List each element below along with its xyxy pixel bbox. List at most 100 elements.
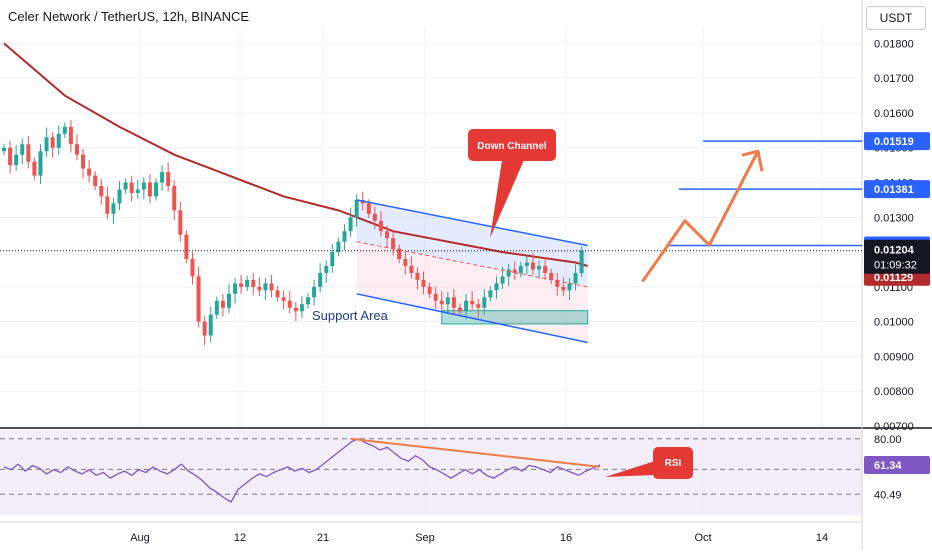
projection-arrow-path bbox=[641, 150, 760, 283]
candle-body bbox=[537, 266, 542, 270]
candle-body bbox=[366, 203, 371, 214]
candle-body bbox=[385, 231, 390, 239]
candle-body bbox=[117, 189, 122, 204]
candle-body bbox=[324, 266, 329, 273]
candle-body bbox=[415, 272, 420, 280]
rsi-divergence-line bbox=[350, 437, 600, 468]
x-tick-label: 21 bbox=[317, 532, 329, 544]
candle-body bbox=[26, 144, 31, 162]
support-area-box bbox=[441, 310, 589, 325]
y-tick-label: 0.01800 bbox=[874, 38, 914, 50]
candle-body bbox=[281, 297, 286, 301]
candle-body bbox=[445, 297, 450, 305]
candle-body bbox=[245, 279, 250, 287]
candle-body bbox=[342, 231, 347, 242]
candle-body bbox=[93, 175, 98, 186]
candle-body bbox=[251, 279, 256, 287]
candle-body bbox=[512, 269, 517, 273]
projection-arrow-head bbox=[741, 149, 764, 172]
y-tick-label: 0.01300 bbox=[874, 212, 914, 224]
candle-body bbox=[348, 217, 353, 232]
candle-body bbox=[293, 307, 298, 312]
rsi-line bbox=[3, 438, 601, 503]
candle-body bbox=[573, 272, 578, 284]
candle-body bbox=[433, 293, 438, 301]
bar-countdown-text: 01:09:32 bbox=[874, 260, 917, 272]
candle-body bbox=[226, 293, 231, 308]
chart-title: Celer Network / TetherUS, 12h, BINANCE bbox=[8, 9, 250, 24]
candle-body bbox=[488, 290, 493, 298]
candle-body bbox=[391, 238, 396, 249]
candle-body bbox=[555, 279, 560, 287]
candle-body bbox=[44, 137, 49, 152]
y-tick-label: 0.01000 bbox=[874, 317, 914, 329]
down-channel-pointer bbox=[490, 160, 524, 238]
candle-body bbox=[299, 304, 304, 312]
candle-body bbox=[378, 220, 383, 232]
price-label-text: 0.01381 bbox=[874, 184, 914, 196]
candle-body bbox=[147, 182, 152, 197]
candle-body bbox=[421, 279, 426, 287]
candle-body bbox=[397, 248, 402, 260]
candle-body bbox=[178, 210, 183, 235]
candle-body bbox=[38, 151, 43, 176]
rsi-tick-label: 40.49 bbox=[874, 489, 902, 501]
candle-body bbox=[257, 286, 262, 291]
candle-body bbox=[190, 259, 195, 277]
candle-body bbox=[239, 283, 244, 287]
rsi-callout bbox=[653, 447, 693, 479]
candle-body bbox=[482, 297, 487, 308]
x-tick-label: Aug bbox=[130, 532, 150, 544]
candle-body bbox=[464, 300, 469, 312]
candle-body bbox=[233, 283, 238, 294]
channel-upper-fill bbox=[356, 199, 588, 287]
candle-body bbox=[62, 126, 67, 134]
candle-body bbox=[439, 300, 444, 305]
candle-body bbox=[330, 252, 335, 266]
candle-body bbox=[160, 172, 165, 183]
current-price-text: 0.01204 bbox=[874, 245, 915, 257]
candle-body bbox=[141, 182, 146, 190]
currency-selector[interactable]: USDT bbox=[866, 6, 926, 30]
rsi-callout-label: RSI bbox=[665, 458, 682, 469]
candle-body bbox=[506, 269, 511, 277]
candle-body bbox=[56, 133, 61, 148]
candle-body bbox=[354, 199, 359, 218]
candle-body bbox=[518, 266, 523, 273]
current-price-box bbox=[864, 239, 930, 274]
candle-body bbox=[579, 250, 584, 273]
candle-body bbox=[172, 186, 177, 211]
rsi-panel-background bbox=[0, 430, 862, 515]
candle-body bbox=[409, 266, 414, 273]
x-tick-label: 16 bbox=[560, 532, 572, 544]
y-tick-label: 0.01600 bbox=[874, 108, 914, 120]
candle-body bbox=[372, 213, 377, 221]
candle-body bbox=[220, 300, 225, 308]
candle-body bbox=[312, 286, 317, 298]
candle-body bbox=[8, 147, 13, 166]
candle-body bbox=[306, 297, 310, 305]
candle-body bbox=[129, 182, 134, 193]
candle-body bbox=[87, 168, 92, 176]
candle-body bbox=[2, 147, 6, 152]
channel-lower-line bbox=[356, 293, 588, 344]
y-tick-label: 0.00700 bbox=[874, 421, 914, 433]
candle-body bbox=[214, 300, 219, 315]
candle-body bbox=[105, 196, 110, 214]
candle-body bbox=[458, 307, 462, 312]
y-tick-label: 0.00900 bbox=[874, 351, 914, 363]
candle-body bbox=[196, 276, 201, 322]
price-label-box bbox=[864, 132, 930, 151]
candle-body bbox=[68, 126, 73, 145]
candle-body bbox=[202, 321, 207, 336]
down-channel-callout bbox=[468, 129, 556, 161]
candle-body bbox=[99, 186, 104, 197]
price-label-text: 0.01129 bbox=[874, 272, 913, 284]
candle-body bbox=[567, 283, 572, 291]
candle-body bbox=[154, 182, 158, 197]
candle-body bbox=[14, 154, 19, 166]
candle-body bbox=[208, 314, 213, 336]
candle-body bbox=[470, 300, 475, 305]
candle-body bbox=[74, 144, 79, 155]
